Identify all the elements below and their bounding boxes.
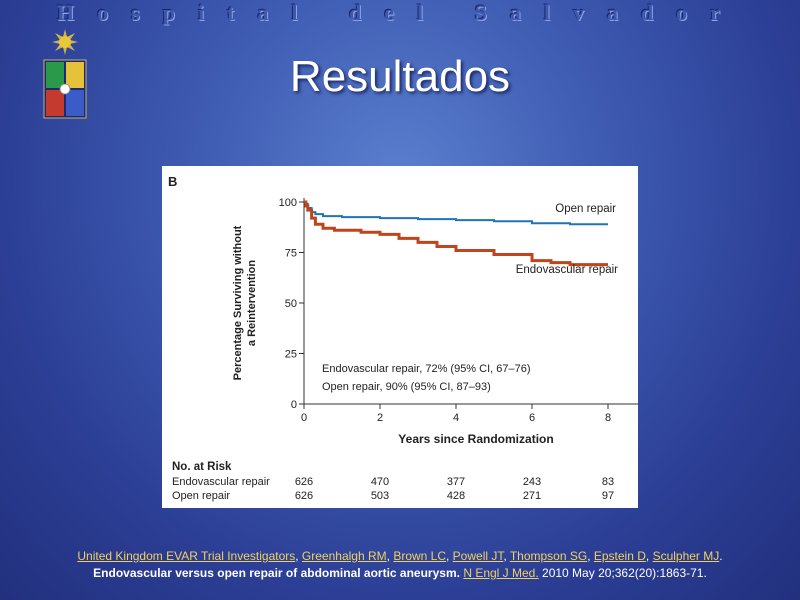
y-axis-title-line2: a Reintervention (246, 260, 258, 346)
y-tick-label: 25 (285, 349, 297, 361)
reference-author-link[interactable]: Sculpher MJ (652, 549, 720, 563)
reference-author-link[interactable]: United Kingdom EVAR Trial Investigators (77, 549, 296, 563)
reference-title: Endovascular versus open repair of abdom… (93, 566, 460, 580)
series-label: Endovascular repair (516, 264, 618, 276)
university-crest-logo (43, 29, 87, 119)
risk-table-cell: 271 (523, 490, 541, 502)
reference-citation: United Kingdom EVAR Trial Investigators,… (0, 548, 800, 582)
y-tick-label: 0 (291, 399, 297, 411)
risk-table-cell: 243 (523, 476, 541, 488)
series-label: Open repair (555, 203, 616, 215)
risk-table-cell: 626 (295, 490, 313, 502)
annotation-line: Open repair, 90% (95% CI, 87–93) (322, 381, 491, 393)
risk-table-cell: 83 (602, 476, 614, 488)
y-tick-label: 100 (279, 197, 297, 209)
reference-journal-link[interactable]: N Engl J Med. (463, 566, 539, 580)
reference-author-link[interactable]: Greenhalgh RM (301, 549, 387, 563)
slide-title: Resultados (289, 52, 511, 101)
risk-table-cell: 626 (295, 476, 313, 488)
x-tick-label: 6 (529, 412, 535, 424)
series-line-endovascular-repair (304, 200, 608, 267)
x-tick-label: 0 (301, 412, 307, 424)
risk-table-cell: 377 (447, 476, 465, 488)
y-axis-title-line1: Percentage Surviving without (232, 225, 244, 380)
reference-authors: United Kingdom EVAR Trial Investigators,… (77, 549, 723, 563)
risk-table-row-label: Endovascular repair (172, 476, 270, 488)
x-tick-label: 4 (453, 412, 459, 424)
y-tick-label: 50 (285, 298, 297, 310)
x-tick-label: 2 (377, 412, 383, 424)
survival-chart: B 0 25 50 75 100 0 2 4 6 8 Years since Randomizat… (168, 174, 638, 502)
risk-table-cell: 97 (602, 490, 614, 502)
risk-table-cell: 470 (371, 476, 389, 488)
reference-citation-details: 2010 May 20;362(20):1863-71. (542, 566, 707, 580)
reference-author-link[interactable]: Epstein D (593, 549, 646, 563)
slide-header: Hospital del Salvador (57, 0, 743, 25)
risk-table-cell: 428 (447, 490, 465, 502)
risk-table-cell: 503 (371, 490, 389, 502)
reference-author-link[interactable]: Thompson SG (509, 549, 588, 563)
annotation-line: Endovascular repair, 72% (95% CI, 67–76) (322, 363, 531, 375)
reference-author-link[interactable]: Brown LC (393, 549, 446, 563)
reference-author-link[interactable]: Powell JT (452, 549, 504, 563)
x-axis-title: Years since Randomization (398, 432, 553, 446)
y-tick-label: 75 (285, 248, 297, 260)
reference-title-line: Endovascular versus open repair of abdom… (0, 565, 800, 582)
x-tick-label: 8 (605, 412, 611, 424)
survival-chart-panel: B 0 25 50 75 100 0 2 4 6 8 Years since Randomizat… (162, 166, 638, 508)
risk-table-title: No. at Risk (172, 461, 232, 473)
risk-table-row-label: Open repair (172, 490, 230, 502)
panel-label: B (168, 174, 177, 189)
